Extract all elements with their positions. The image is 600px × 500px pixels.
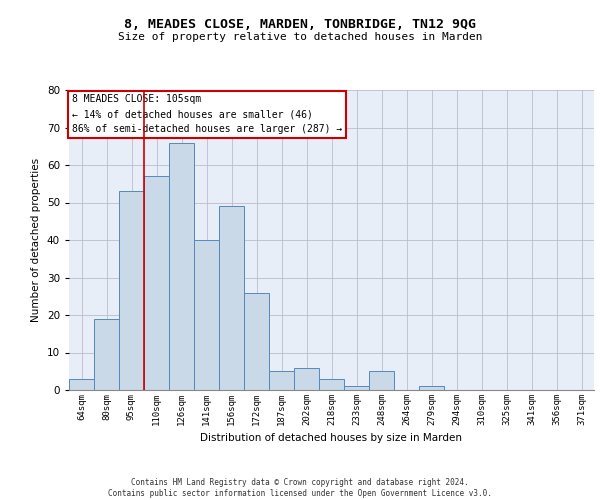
Bar [119,191,144,390]
Text: Contains HM Land Registry data © Crown copyright and database right 2024.
Contai: Contains HM Land Registry data © Crown c… [108,478,492,498]
Bar [269,371,294,390]
X-axis label: Distribution of detached houses by size in Marden: Distribution of detached houses by size … [200,434,463,444]
Bar [219,206,244,390]
Text: 8 MEADES CLOSE: 105sqm
← 14% of detached houses are smaller (46)
86% of semi-det: 8 MEADES CLOSE: 105sqm ← 14% of detached… [71,94,342,134]
Text: Size of property relative to detached houses in Marden: Size of property relative to detached ho… [118,32,482,42]
Bar [419,386,444,390]
Bar [69,379,94,390]
Bar [144,176,169,390]
Bar [169,142,194,390]
Bar [294,368,319,390]
Bar [319,379,344,390]
Y-axis label: Number of detached properties: Number of detached properties [31,158,41,322]
Text: 8, MEADES CLOSE, MARDEN, TONBRIDGE, TN12 9QG: 8, MEADES CLOSE, MARDEN, TONBRIDGE, TN12… [124,18,476,30]
Bar [344,386,369,390]
Bar [244,292,269,390]
Bar [94,319,119,390]
Bar [194,240,219,390]
Bar [369,371,394,390]
